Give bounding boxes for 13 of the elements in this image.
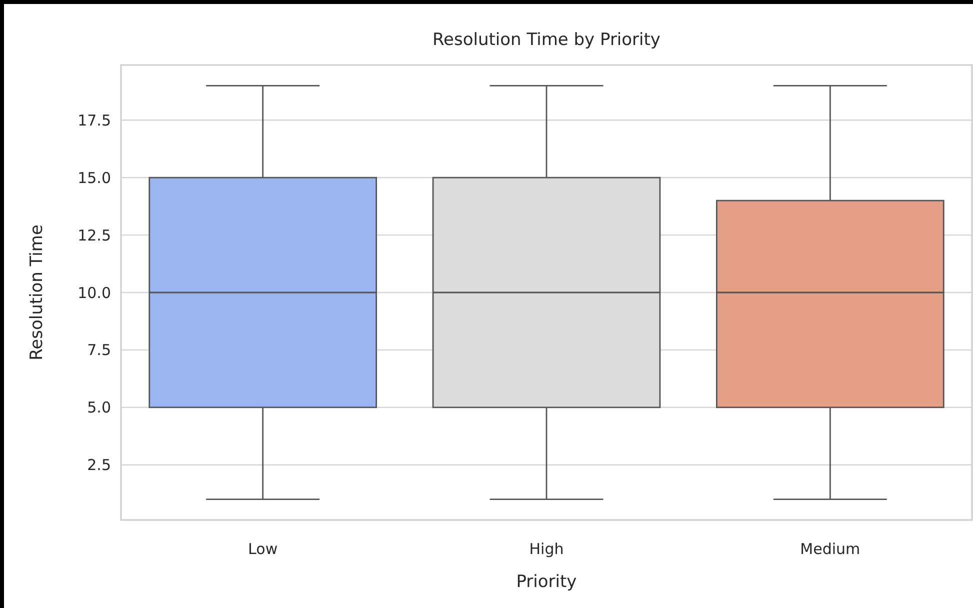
y-tick-label: 2.5 (87, 456, 111, 474)
x-tick-label: Medium (800, 540, 860, 558)
y-axis-title: Resolution Time (27, 224, 47, 360)
x-tick-label: High (529, 540, 564, 558)
y-tick-label: 5.0 (87, 398, 111, 417)
x-tick-label: Low (248, 540, 278, 558)
y-tick-label: 12.5 (78, 226, 111, 244)
y-tick-label: 7.5 (87, 341, 111, 360)
y-tick-label: 17.5 (78, 111, 111, 130)
y-tick-label: 15.0 (78, 168, 111, 187)
y-tick-label: 10.0 (78, 284, 111, 302)
chart-title: Resolution Time by Priority (432, 30, 660, 50)
x-axis-title: Priority (516, 572, 577, 592)
